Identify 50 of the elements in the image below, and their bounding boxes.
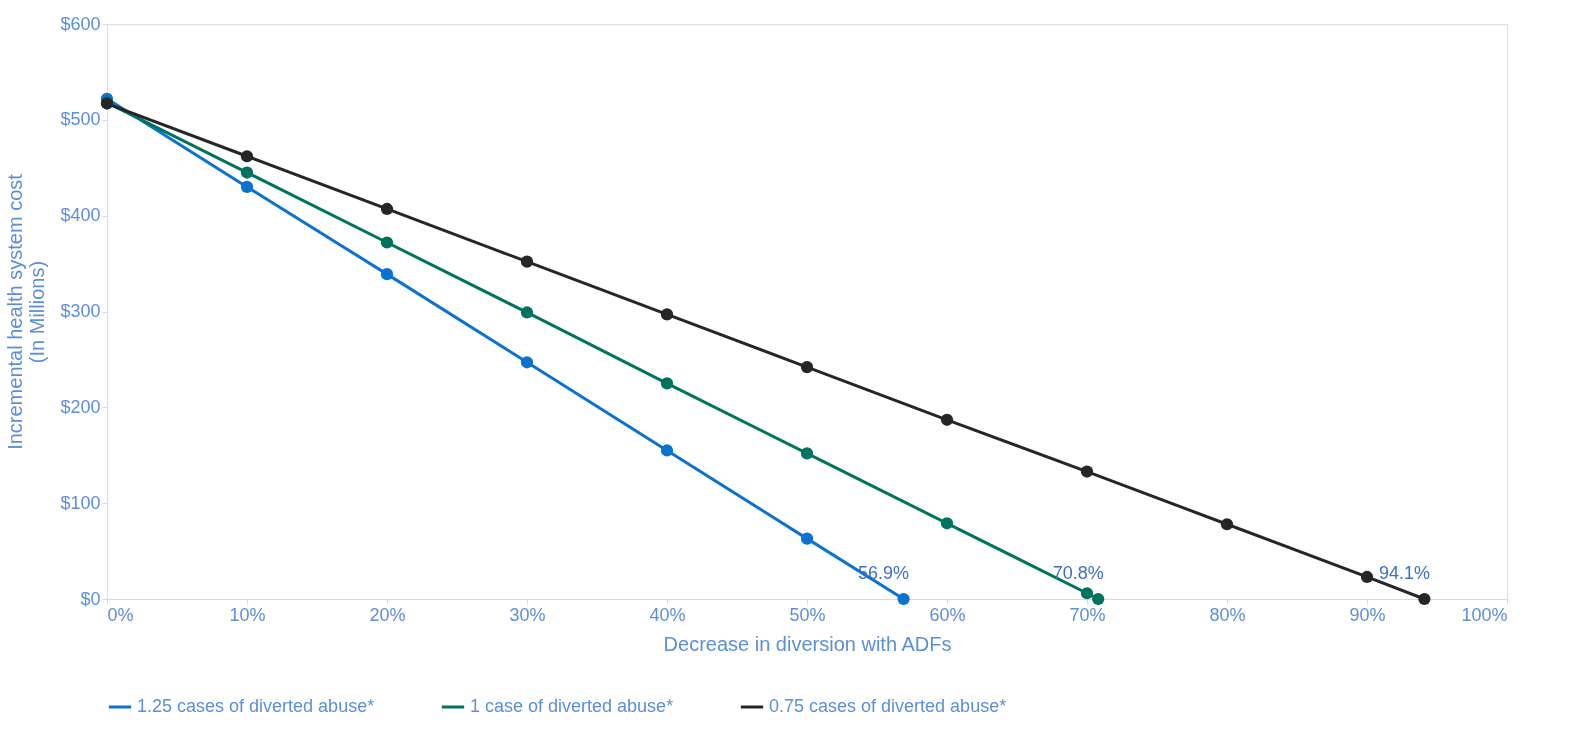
point	[380, 268, 394, 281]
point	[800, 447, 814, 460]
annotation: 70.8%	[1052, 563, 1104, 583]
y-tick-label: $500	[60, 109, 101, 130]
point	[1360, 570, 1374, 584]
x-tick-label: 100%	[1461, 604, 1508, 625]
point	[940, 517, 954, 530]
point	[240, 150, 254, 163]
x-tick-label: 10%	[229, 604, 266, 625]
point	[520, 255, 534, 268]
point	[1418, 592, 1431, 606]
legend-label: 1.25 cases of diverted abuse*	[137, 696, 375, 716]
x-tick-label: 70%	[1069, 604, 1106, 625]
point	[1080, 465, 1094, 478]
y-tick-label: $200	[60, 396, 101, 417]
point	[660, 308, 674, 321]
annotation: 56.9%	[858, 563, 910, 583]
y-tick-label: $600	[60, 13, 101, 34]
point	[1220, 518, 1234, 531]
point	[897, 592, 910, 606]
y-tick-label: $100	[60, 492, 101, 513]
x-tick-label: 60%	[929, 604, 966, 625]
point	[1092, 592, 1105, 606]
legend-label: 0.75 cases of diverted abuse*	[769, 696, 1007, 716]
point	[380, 202, 394, 216]
y-tick-label: $400	[60, 205, 101, 226]
legend-label: 1 case of diverted abuse*	[470, 696, 674, 716]
point	[660, 377, 674, 390]
point	[240, 166, 254, 179]
x-axis-title: Decrease in diversion with ADFs	[663, 632, 952, 655]
x-tick-label: 90%	[1349, 604, 1386, 625]
x-tick-label: 0%	[107, 604, 134, 625]
point	[1080, 587, 1094, 600]
x-tick-label: 50%	[789, 604, 826, 625]
point	[800, 532, 814, 545]
point	[380, 236, 394, 249]
annotation: 94.1%	[1378, 563, 1430, 583]
point	[940, 413, 954, 426]
x-tick-label: 30%	[509, 604, 546, 625]
point	[660, 444, 674, 457]
y-tick-label: $0	[80, 588, 101, 609]
x-tick-label: 20%	[369, 604, 406, 625]
point	[240, 180, 254, 194]
x-tick-label: 40%	[649, 604, 686, 625]
y-axis-title: Incremental health system cost (In Millions)	[4, 173, 49, 450]
point	[520, 356, 534, 369]
x-tick-label: 80%	[1209, 604, 1246, 625]
point	[800, 360, 814, 374]
y-tick-label: $300	[60, 301, 101, 321]
point	[520, 306, 534, 319]
